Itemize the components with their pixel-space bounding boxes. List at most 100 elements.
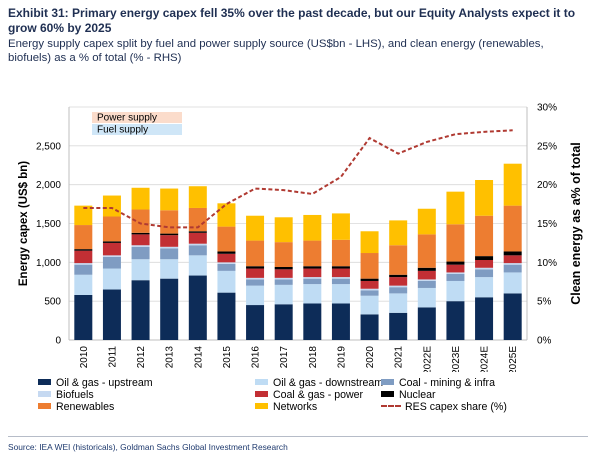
bar-biofuels [74,263,93,265]
x-tick-label: 2015 [222,346,233,369]
bar-coal-gas-power [131,234,150,246]
legend-swatch [255,391,268,397]
bar-renewables [360,253,379,279]
bar-renewables [303,240,322,267]
chart-subtitle: Energy supply capex split by fuel and po… [8,38,544,64]
legend-item-oil-gas-downstream: Oil & gas - downstream [255,377,383,389]
y-right-tick-label: 20% [537,180,557,191]
source-note: Source: IEA WEI (historicals), Goldman S… [8,442,288,452]
bar-networks [131,187,150,210]
legend-label: Oil & gas - downstream [273,377,384,389]
y-right-axis-title: Clean energy as a% of total [569,142,583,305]
bar-oil-gas-upstream [246,305,265,340]
bar-coal-gas-power [246,268,265,278]
legend-item-coal-mining-infra: Coal - mining & infra [381,377,495,389]
bar-oil-gas-downstream [217,270,236,293]
bar-coal-gas-power [188,232,207,244]
bar-biofuels [503,263,522,265]
bar-biofuels [131,245,150,247]
x-tick-label: 2017 [279,346,290,369]
bar-biofuels [246,277,265,280]
bar-coal-gas-power [274,269,293,278]
bar-oil-gas-downstream [160,259,179,279]
bar-coal-mining-infra [331,278,350,285]
bar-nuclear [503,251,522,256]
bracket-swatch-1 [92,124,182,135]
bar-networks [274,217,293,243]
bar-oil-gas-downstream [188,255,207,276]
bar-biofuels [188,243,207,246]
bar-nuclear [188,231,207,233]
bar-oil-gas-downstream [446,280,465,302]
bar-biofuels [274,277,293,280]
bar-biofuels [417,279,436,281]
y-tick-label: 1,500 [36,219,61,230]
x-tick-label: 2011 [107,346,118,368]
legend-swatch [381,379,394,385]
x-tick-label: 2021 [394,346,405,369]
legend-label: Nuclear [399,389,436,401]
legend-swatch [38,391,51,397]
bar-coal-gas-power [417,270,436,280]
bar-coal-mining-infra [417,280,436,288]
bar-renewables [131,209,150,233]
bar-networks [303,214,322,241]
bar-coal-gas-power [360,280,379,289]
bar-oil-gas-upstream [417,307,436,340]
bar-renewables [74,225,93,250]
bar-biofuels [217,262,236,264]
bar-coal-mining-infra [188,245,207,256]
x-tick-label: 2019 [336,346,347,369]
bar-oil-gas-downstream [475,277,494,298]
bar-coal-gas-power [475,260,494,268]
bar-biofuels [360,288,379,291]
bar-nuclear [389,274,408,278]
legend-swatch [381,391,394,397]
bar-renewables [475,215,494,257]
y-right-tick-label: 15% [537,219,557,230]
x-tick-label: 2024E [480,346,491,372]
bar-oil-gas-downstream [74,274,93,295]
bar-renewables [217,226,236,252]
y-tick-label: 2,500 [36,141,61,152]
legend-swatch [255,379,268,385]
bar-coal-mining-infra [131,246,150,260]
bar-coal-gas-power [217,253,236,263]
bar-renewables [417,234,436,268]
x-tick-label: 2020 [365,346,376,369]
bar-oil-gas-upstream [331,303,350,340]
bar-coal-mining-infra [446,273,465,281]
legend-swatch [255,403,268,409]
bar-coal-mining-infra [475,269,494,278]
bar-renewables [389,245,408,275]
bar-biofuels [102,255,121,257]
bar-coal-mining-infra [74,264,93,275]
x-tick-label: 2014 [193,346,204,369]
bar-coal-gas-power [503,255,522,264]
bar-nuclear [303,266,322,269]
y-tick-label: 500 [44,297,61,308]
bar-biofuels [160,246,179,249]
legend-label: Coal - mining & infra [399,377,495,389]
bar-oil-gas-upstream [360,314,379,340]
bar-coal-gas-power [331,268,350,278]
bar-coal-gas-power [389,277,408,286]
bar-oil-gas-downstream [417,287,436,308]
bar-nuclear [475,256,494,261]
bar-nuclear [360,278,379,281]
x-tick-label: 2013 [165,346,176,369]
bar-networks [475,180,494,216]
bar-networks [74,205,93,226]
res-share-line [83,129,513,229]
bar-oil-gas-upstream [188,275,207,340]
bar-networks [360,231,379,254]
legend-item-nuclear: Nuclear [381,389,436,401]
bar-coal-mining-infra [360,290,379,296]
bar-oil-gas-downstream [102,268,121,290]
bar-oil-gas-upstream [131,280,150,340]
y-tick-label: 1,000 [36,258,61,269]
bar-coal-mining-infra [217,263,236,271]
bar-biofuels [389,285,408,288]
bar-oil-gas-upstream [503,293,522,340]
bar-coal-mining-infra [246,279,265,286]
